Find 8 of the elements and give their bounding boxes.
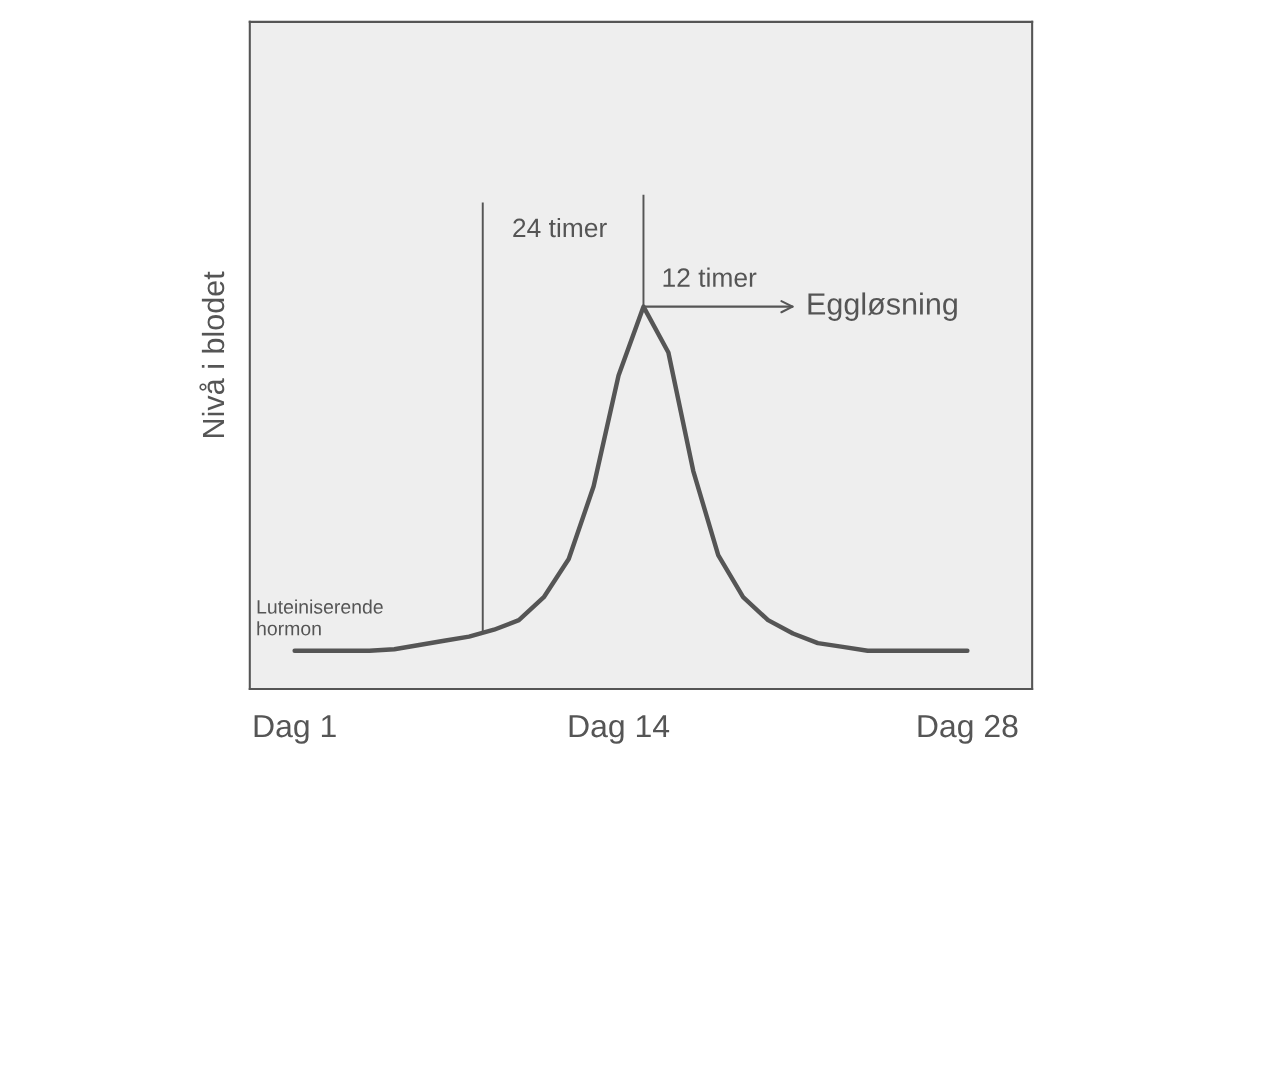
- series-label: Luteiniserende hormon: [257, 599, 383, 636]
- y-axis-title: Nivå i blodet: [199, 271, 225, 437]
- annotation: Eggløsning: [808, 292, 957, 321]
- x-tick-label: Dag 28: [918, 714, 1018, 744]
- x-tick-label: Dag 1: [254, 715, 336, 744]
- x-tick-label: Dag 14: [569, 715, 670, 744]
- text: 24 timer: [513, 217, 607, 238]
- text: 12 timer: [663, 267, 757, 287]
